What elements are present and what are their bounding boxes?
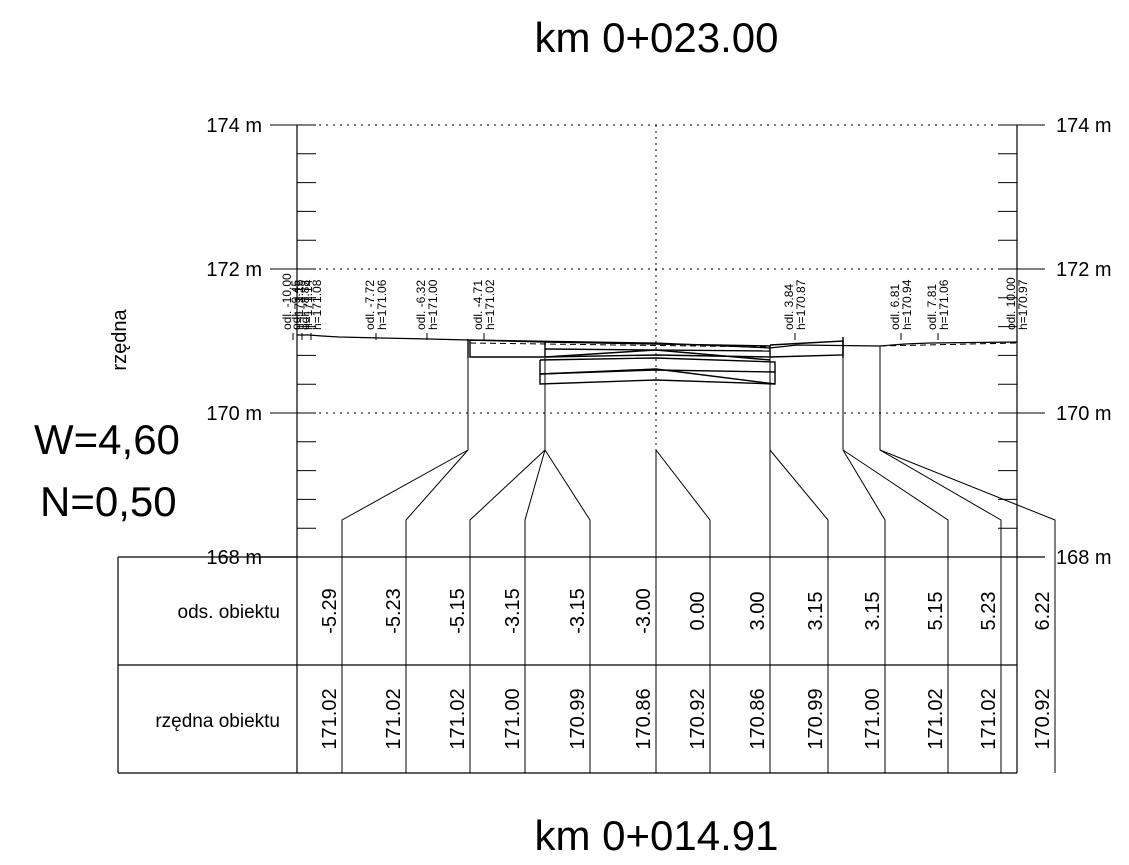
axis-level-right: 172 m [1056, 259, 1112, 281]
section-title-top: km 0+023.00 [534, 14, 779, 61]
terrain-offset-label: odl. -10.00 [280, 273, 294, 330]
terrain-height-label: h=171.08 [310, 279, 324, 330]
elevation-value: 170.92 [1032, 688, 1054, 749]
offset-value: -3.00 [633, 588, 655, 634]
elevation-value: 170.99 [805, 688, 827, 749]
offset-value: 5.23 [978, 592, 1000, 631]
road-structure [467, 337, 844, 385]
section-title-bottom: km 0+014.91 [534, 812, 779, 859]
elevation-value: 171.02 [925, 688, 947, 749]
elevation-value: 171.02 [319, 688, 341, 749]
axis-title: rzędna [109, 309, 131, 371]
elevation-grid [260, 124, 1045, 773]
elevation-value: 170.92 [687, 688, 709, 749]
offset-value: 0.00 [687, 592, 709, 631]
data-table [117, 556, 1017, 774]
terrain-height-label: h=171.16 [292, 279, 306, 330]
leader-lines [341, 346, 1056, 773]
elevation-value: 171.02 [978, 688, 1000, 749]
terrain-offset-label: odl. -4.71 [471, 280, 485, 330]
terrain-offset-label: odl. 6.81 [888, 284, 902, 330]
offset-value: -5.29 [319, 588, 341, 634]
elevation-values: 171.02 171.02 171.02 171.00 170.99 170.86 170.… [319, 688, 1054, 749]
terrain-height-label: h=171.06 [375, 279, 389, 330]
offset-value: 3.15 [862, 592, 884, 631]
elevation-value: 171.02 [383, 688, 405, 749]
table-row-label-elevation: rzędna obiektu [155, 711, 280, 732]
axis-level-left: 172 m [206, 259, 262, 281]
offset-value: 3.00 [747, 592, 769, 631]
table-row-label-offset: ods. obiektu [178, 602, 280, 623]
elevation-value: 170.86 [633, 688, 655, 749]
axis-level-right: 170 m [1056, 403, 1112, 425]
terrain-height-label: h=170.97 [1016, 279, 1030, 330]
offset-value: 3.15 [805, 592, 827, 631]
offset-value: -3.15 [502, 588, 524, 634]
width-parameter: W=4,60 [34, 416, 180, 463]
terrain-offset-label: odl. -9.45 [289, 280, 303, 330]
elevation-value: 171.00 [502, 688, 524, 749]
offset-value: -5.15 [447, 588, 469, 634]
terrain-height-label: h=170.87 [794, 279, 808, 330]
axis-ticks [297, 124, 1017, 529]
axis-level-right: 174 m [1056, 115, 1112, 137]
offset-value: -3.15 [567, 588, 589, 634]
terrain-line [297, 334, 1018, 349]
elevation-value: 171.02 [447, 688, 469, 749]
terrain-offset-label: odl. 10.00 [1004, 277, 1018, 330]
elevation-value: 170.86 [747, 688, 769, 749]
terrain-height-label: h=171.00 [426, 279, 440, 330]
offset-value: -5.23 [383, 588, 405, 634]
axis-level-right: 168 m [1056, 547, 1112, 569]
axis-level-left: 170 m [206, 403, 262, 425]
axis-level-left: 174 m [206, 115, 262, 137]
road-dashes [469, 342, 1018, 348]
offset-value: 6.22 [1032, 592, 1054, 631]
terrain-offset-label: odl. 3.84 [782, 284, 796, 330]
terrain-offset-label: odl. -6.32 [414, 280, 428, 330]
terrain-height-label: h=171.02 [483, 279, 497, 330]
offset-value: 5.15 [925, 592, 947, 631]
terrain-offset-label: odl. 7.81 [925, 284, 939, 330]
terrain-height-label: h=171.06 [937, 279, 951, 330]
elevation-value: 171.00 [862, 688, 884, 749]
slope-parameter: N=0,50 [40, 478, 177, 525]
terrain-height-label: h=171.14 [301, 279, 315, 330]
axis-level-left: 168 m [206, 547, 262, 569]
offset-values: -5.29 -5.23 -5.15 -3.15 -3.15 -3.00 0.00 3.00 3.… [319, 588, 1054, 634]
terrain-height-label: h=170.94 [900, 279, 914, 330]
elevation-value: 170.99 [567, 688, 589, 749]
terrain-offset-label: odl. -7.72 [363, 280, 377, 330]
terrain-offset-label: odl. -8.88 [298, 280, 312, 330]
